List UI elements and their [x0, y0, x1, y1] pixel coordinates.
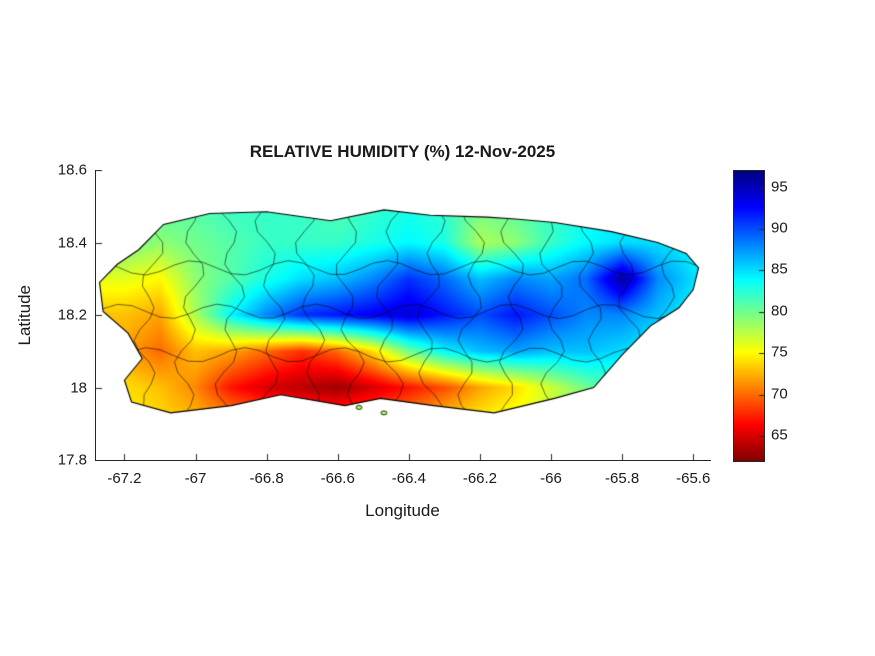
- y-axis-label-text: Latitude: [15, 284, 34, 346]
- x-tick-labels: -67.2 -67 -66.8 -66.6 -66.4 -66.2 -66 -65.8 -65.…: [96, 460, 711, 492]
- colorbar-tick-label: 85: [771, 260, 788, 278]
- chart-title: RELATIVE HUMIDITY (%) 12-Nov-2025: [249, 142, 556, 161]
- x-axis-label: Longitude: [365, 501, 440, 520]
- colorbar-tick-label: 80: [771, 302, 788, 320]
- colorbar-tick-labels: 65 70 75 80 85 90 95: [771, 170, 815, 460]
- x-tick-label: -66.4: [391, 470, 426, 487]
- x-tick-label: -66.8: [249, 470, 284, 487]
- y-tick-label: 17.8: [57, 451, 87, 469]
- plot-area: 17.8 18 18.2 18.4 18.6 -67.2 -67 -66.8 -66.6 -66…: [58, 162, 711, 487]
- x-tick-label: -67.2: [107, 470, 142, 487]
- x-tick-label: -67: [184, 470, 207, 487]
- colorbar-canvas: [734, 171, 764, 461]
- heatmap-canvas: [96, 170, 711, 460]
- y-tick-label: 18.4: [57, 234, 87, 251]
- colorbar-tick-label: 65: [771, 426, 788, 444]
- x-tick-label: -66.6: [320, 470, 355, 487]
- colorbar-tick-label: 90: [771, 219, 788, 237]
- x-tick-label: -65.6: [676, 470, 711, 487]
- x-tick-label: -66.2: [462, 470, 498, 487]
- y-axis-label: Latitude: [12, 170, 38, 460]
- colorbar-tick-label: 75: [771, 343, 788, 361]
- colorbar-tick-label: 95: [771, 178, 788, 196]
- y-tick-label: 18.2: [57, 306, 87, 324]
- colorbar: [733, 170, 765, 462]
- y-tick-label: 18.6: [57, 161, 87, 179]
- colorbar-tick-label: 70: [771, 385, 788, 403]
- x-tick-label: -65.8: [605, 470, 640, 487]
- x-tick-label: -66: [540, 470, 562, 487]
- y-tick-label: 18: [70, 379, 87, 396]
